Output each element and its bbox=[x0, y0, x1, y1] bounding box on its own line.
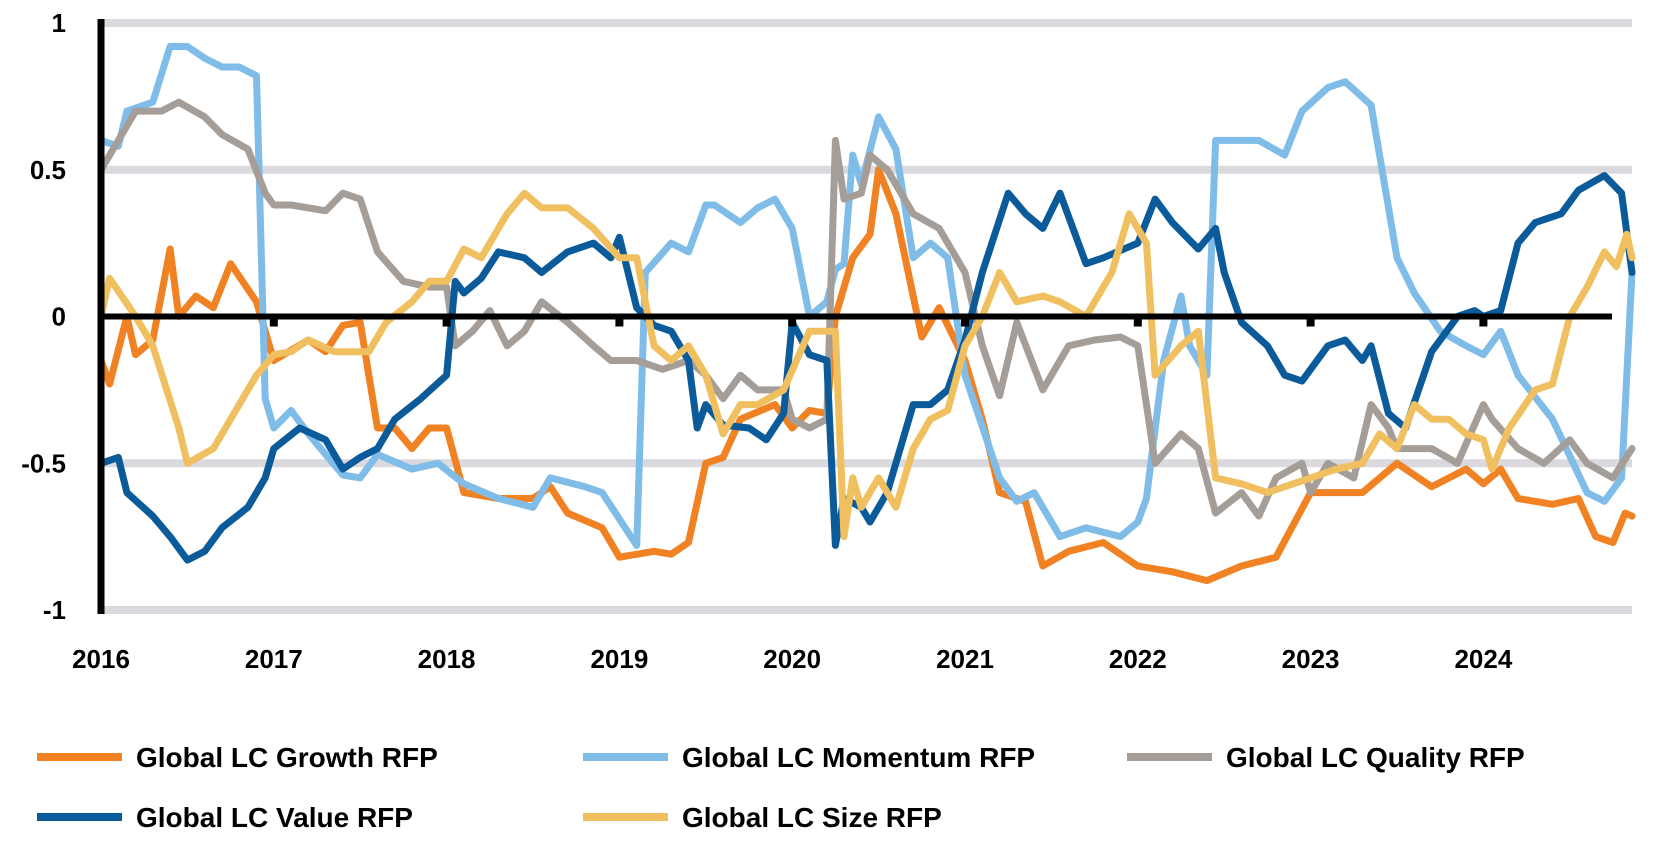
x-tick-mark bbox=[1479, 316, 1488, 327]
x-tick-mark bbox=[960, 316, 969, 327]
x-tick-mark bbox=[1306, 316, 1315, 327]
x-tick-label: 2020 bbox=[763, 644, 821, 674]
y-tick-labels: 1 0.5 0 -0.5 -1 bbox=[21, 8, 66, 625]
x-tick-label: 2022 bbox=[1109, 644, 1167, 674]
x-tick-mark bbox=[615, 316, 624, 327]
x-tick-mark bbox=[788, 316, 797, 327]
series-line-5 bbox=[97, 189, 1636, 541]
x-tick-mark bbox=[442, 316, 451, 327]
y-tick-label: 0.5 bbox=[30, 155, 66, 185]
legend-label-2: Global LC Momentum RFP bbox=[682, 742, 1035, 773]
x-tick-mark bbox=[1133, 316, 1142, 327]
x-tick-label: 2019 bbox=[590, 644, 648, 674]
y-tick-label: 1 bbox=[52, 8, 66, 38]
y-tick-label: 0 bbox=[52, 302, 66, 332]
legend-label-4: Global LC Value RFP bbox=[136, 802, 413, 833]
series-lines bbox=[97, 43, 1636, 585]
y-tick-label: -0.5 bbox=[21, 448, 66, 478]
legend-label-3: Global LC Quality RFP bbox=[1226, 742, 1525, 773]
x-tick-label: 2018 bbox=[418, 644, 476, 674]
legend-label-1: Global LC Growth RFP bbox=[136, 742, 438, 773]
x-tick-label: 2023 bbox=[1282, 644, 1340, 674]
x-tick-labels: 2016 2017 2018 2019 2020 2021 2022 2023 2024 bbox=[72, 644, 1513, 674]
y-tick-label: -1 bbox=[43, 595, 66, 625]
legend: Global LC Growth RFP Global LC Momentum R… bbox=[37, 742, 1525, 833]
x-tick-label: 2021 bbox=[936, 644, 994, 674]
x-tick-label: 2024 bbox=[1454, 644, 1512, 674]
x-tick-label: 2017 bbox=[245, 644, 303, 674]
x-tick-label: 2016 bbox=[72, 644, 130, 674]
legend-label-5: Global LC Size RFP bbox=[682, 802, 942, 833]
axes bbox=[97, 19, 1612, 614]
x-tick-mark bbox=[269, 316, 278, 327]
